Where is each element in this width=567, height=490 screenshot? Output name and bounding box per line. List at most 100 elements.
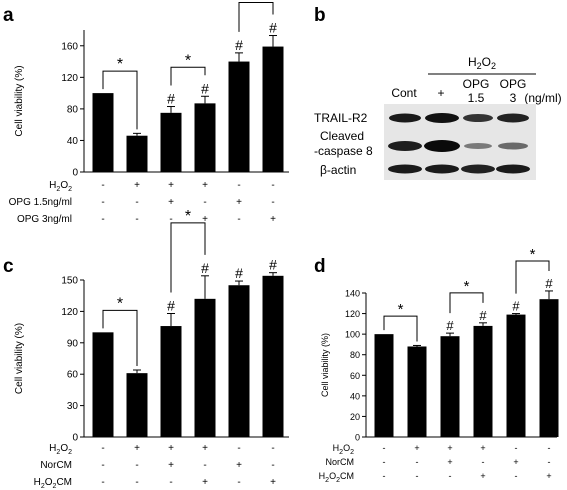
bar <box>126 135 148 172</box>
significance-hash: # <box>269 257 277 273</box>
significance-hash: # <box>545 276 553 291</box>
bar <box>506 314 526 437</box>
significance-hash: # <box>269 20 277 36</box>
significance-bracket <box>170 222 206 293</box>
condition-sign: - <box>101 180 104 191</box>
condition-label: H2O2 <box>49 443 72 456</box>
condition-sign: - <box>383 443 386 453</box>
y-tick-label: 40 <box>350 391 360 401</box>
condition-sign: - <box>101 443 104 454</box>
band-caspase8-lane1 <box>388 141 422 151</box>
bar <box>126 373 148 437</box>
condition-sign: - <box>416 471 419 481</box>
significance-hash: # <box>446 318 454 333</box>
condition-label: H2O2CM <box>34 477 72 490</box>
condition-sign: - <box>169 477 172 488</box>
y-tick-label: 80 <box>67 104 79 115</box>
row-label-cleaved: Cleaved <box>320 129 364 143</box>
condition-sign: - <box>135 477 138 488</box>
condition-sign: - <box>237 214 240 225</box>
panel-letter-d: d <box>314 256 326 277</box>
bar <box>539 299 559 437</box>
condition-sign: - <box>416 457 419 467</box>
condition-label: H2O2 <box>333 443 354 456</box>
condition-sign: + <box>236 197 242 208</box>
treatment-header: H2O2 <box>468 55 496 71</box>
condition-sign: + <box>168 197 174 208</box>
condition-sign: - <box>101 477 104 488</box>
row-label-caspase8: -caspase 8 <box>314 144 373 158</box>
condition-sign: + <box>447 443 452 453</box>
condition-sign: - <box>237 443 240 454</box>
y-tick-label: 120 <box>61 307 78 318</box>
y-tick-label: 0 <box>355 433 360 443</box>
y-axis-label: Cell viability (%) <box>14 323 25 394</box>
significance-bracket <box>515 260 550 294</box>
band-caspase8-lane2 <box>424 140 460 152</box>
chart-panel-d: 0 20 40 60 80 100 120 140 Cell viability (%) # # # #… <box>319 246 559 484</box>
y-tick-label: 160 <box>61 41 78 52</box>
condition-sign: + <box>513 457 518 467</box>
row-label-beta-actin: β-actin <box>320 163 356 177</box>
condition-sign: + <box>236 460 242 471</box>
significance-hash: # <box>512 299 520 314</box>
condition-sign: + <box>270 214 276 225</box>
significance-star: * <box>530 246 536 263</box>
y-tick-label: 20 <box>350 412 360 422</box>
condition-label: H2O2CM <box>319 471 354 484</box>
condition-sign: - <box>101 197 104 208</box>
significance-hash: # <box>479 308 487 323</box>
condition-sign: - <box>482 457 485 467</box>
condition-sign: - <box>101 214 104 225</box>
bar <box>440 336 460 437</box>
significance-star: * <box>398 301 404 318</box>
y-tick-label: 80 <box>350 350 360 360</box>
condition-sign: - <box>101 460 104 471</box>
condition-sign: - <box>237 180 240 191</box>
condition-sign: - <box>135 460 138 471</box>
y-tick-label: 120 <box>61 73 78 84</box>
condition-sign: + <box>202 214 208 225</box>
bar <box>92 332 114 437</box>
y-tick-label: 60 <box>67 370 79 381</box>
band-beta-actin-lane3 <box>461 164 495 174</box>
condition-sign: - <box>271 460 274 471</box>
band-beta-actin-lane1 <box>388 164 422 174</box>
y-axis-label: Cell viability (%) <box>14 65 25 136</box>
condition-sign: - <box>449 471 452 481</box>
bar <box>228 61 250 172</box>
significance-bracket <box>170 66 206 86</box>
row-label-trail-r2: TRAIL-R2 <box>314 111 368 125</box>
bar <box>160 326 182 437</box>
y-tick-label: 90 <box>67 338 79 349</box>
band-trail-r2-lane1 <box>389 113 421 123</box>
condition-sign: - <box>203 197 206 208</box>
band-trail-r2-lane3 <box>463 114 493 122</box>
lane-label-opg-3: OPG <box>500 77 527 91</box>
bar <box>262 275 284 437</box>
condition-sign: - <box>135 197 138 208</box>
condition-label: OPG 1.5ng/ml <box>9 197 72 208</box>
unit-label: (ng/ml) <box>524 91 561 105</box>
y-tick-label: 100 <box>345 330 360 340</box>
significance-bracket <box>102 309 138 367</box>
band-beta-actin-lane4 <box>496 164 530 174</box>
condition-sign: + <box>168 180 174 191</box>
bar <box>92 93 114 172</box>
condition-sign: - <box>169 214 172 225</box>
y-tick-label: 0 <box>72 433 78 444</box>
significance-star: * <box>117 56 123 73</box>
y-tick-label: 40 <box>67 136 79 147</box>
band-caspase8-lane4 <box>498 142 528 150</box>
significance-star: * <box>253 0 259 5</box>
bar <box>407 346 427 437</box>
band-trail-r2-lane4 <box>497 113 529 123</box>
condition-sign: + <box>546 471 551 481</box>
bar <box>194 103 216 172</box>
y-tick-label: 120 <box>345 309 360 319</box>
condition-sign: - <box>271 180 274 191</box>
significance-bracket <box>383 315 418 342</box>
significance-star: * <box>185 208 191 225</box>
condition-sign: - <box>383 471 386 481</box>
condition-sign: + <box>480 443 485 453</box>
